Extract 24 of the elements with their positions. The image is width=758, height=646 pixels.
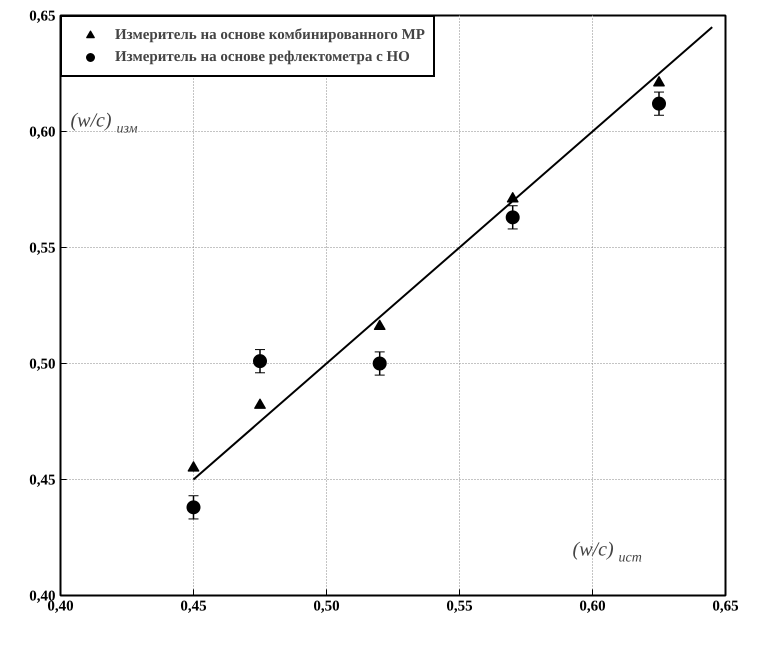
y-tick-label: 0,55: [29, 240, 56, 256]
x-tick-label: 0,55: [446, 598, 473, 614]
point: [186, 500, 200, 514]
y-tick-label: 0,50: [29, 356, 56, 372]
x-tick-label: 0,50: [313, 598, 340, 614]
point: [253, 354, 267, 368]
y-axis-title: (w/c)изм: [70, 110, 138, 136]
x-tick-label: 0,60: [579, 598, 606, 614]
x-tick-label: 0,65: [712, 598, 739, 614]
legend-label: Измеритель на основе рефлектометра с НО: [115, 48, 410, 66]
y-tick-label: 0,65: [29, 8, 56, 24]
x-axis-title: (w/c)ист: [572, 538, 642, 566]
y-tick-label: 0,40: [29, 588, 56, 604]
x-tick-label: 0,45: [180, 598, 207, 614]
point: [653, 76, 665, 86]
point: [506, 210, 520, 224]
point: [374, 320, 386, 330]
y-tick-label: 0,45: [29, 472, 56, 488]
point: [652, 96, 666, 111]
point: [188, 461, 200, 472]
point: [372, 356, 387, 370]
legend-label: Измеритель на основе комбинированного МР: [115, 26, 425, 44]
y-tick-label: 0,60: [29, 124, 56, 140]
point: [254, 398, 266, 409]
